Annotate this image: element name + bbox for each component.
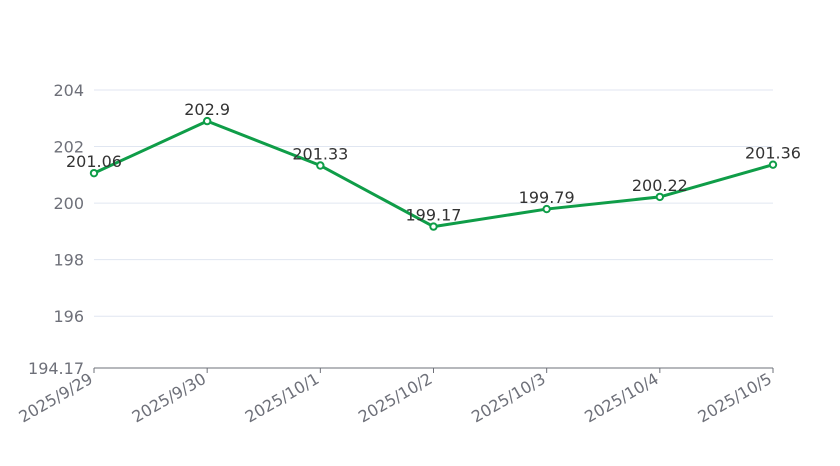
x-tick-label: 2025/10/2 (355, 369, 436, 426)
x-tick-label: 2025/10/3 (468, 369, 549, 426)
data-labels: 201.06 202.9 201.33 199.17 199.79 200.22 201.3… (66, 100, 801, 224)
data-label: 200.22 (632, 176, 688, 195)
data-point (655, 192, 665, 202)
data-point (89, 168, 99, 178)
y-tick-label: 200 (53, 194, 84, 213)
x-tick-label: 2025/10/5 (694, 369, 775, 426)
data-label: 199.17 (406, 206, 462, 225)
data-point (316, 161, 325, 170)
data-point (429, 222, 438, 231)
y-tick-label: 202 (53, 138, 84, 157)
data-point (768, 160, 778, 169)
y-axis: 194.17 196 198 200 202 204 (28, 81, 84, 378)
y-tick-label: 198 (53, 251, 84, 270)
x-tick-label: 2025/9/30 (129, 369, 210, 426)
data-point (542, 204, 551, 214)
x-axis: 2025/9/29 2025/9/30 2025/10/1 2025/10/2 2025… (15, 368, 775, 426)
y-tick-label: 204 (53, 81, 84, 100)
data-label: 199.79 (519, 188, 575, 207)
y-axis-min-label: 194.17 (28, 359, 84, 378)
x-tick-label: 2025/10/4 (581, 369, 662, 426)
data-points (89, 116, 778, 231)
grid-lines (94, 89, 773, 317)
data-label: 202.9 (184, 100, 230, 119)
data-label: 201.33 (292, 145, 348, 164)
y-tick-label: 196 (53, 307, 84, 326)
x-tick-label: 2025/10/1 (242, 369, 323, 426)
data-label: 201.36 (745, 144, 801, 163)
data-label: 201.06 (66, 152, 122, 171)
data-point (202, 116, 212, 126)
